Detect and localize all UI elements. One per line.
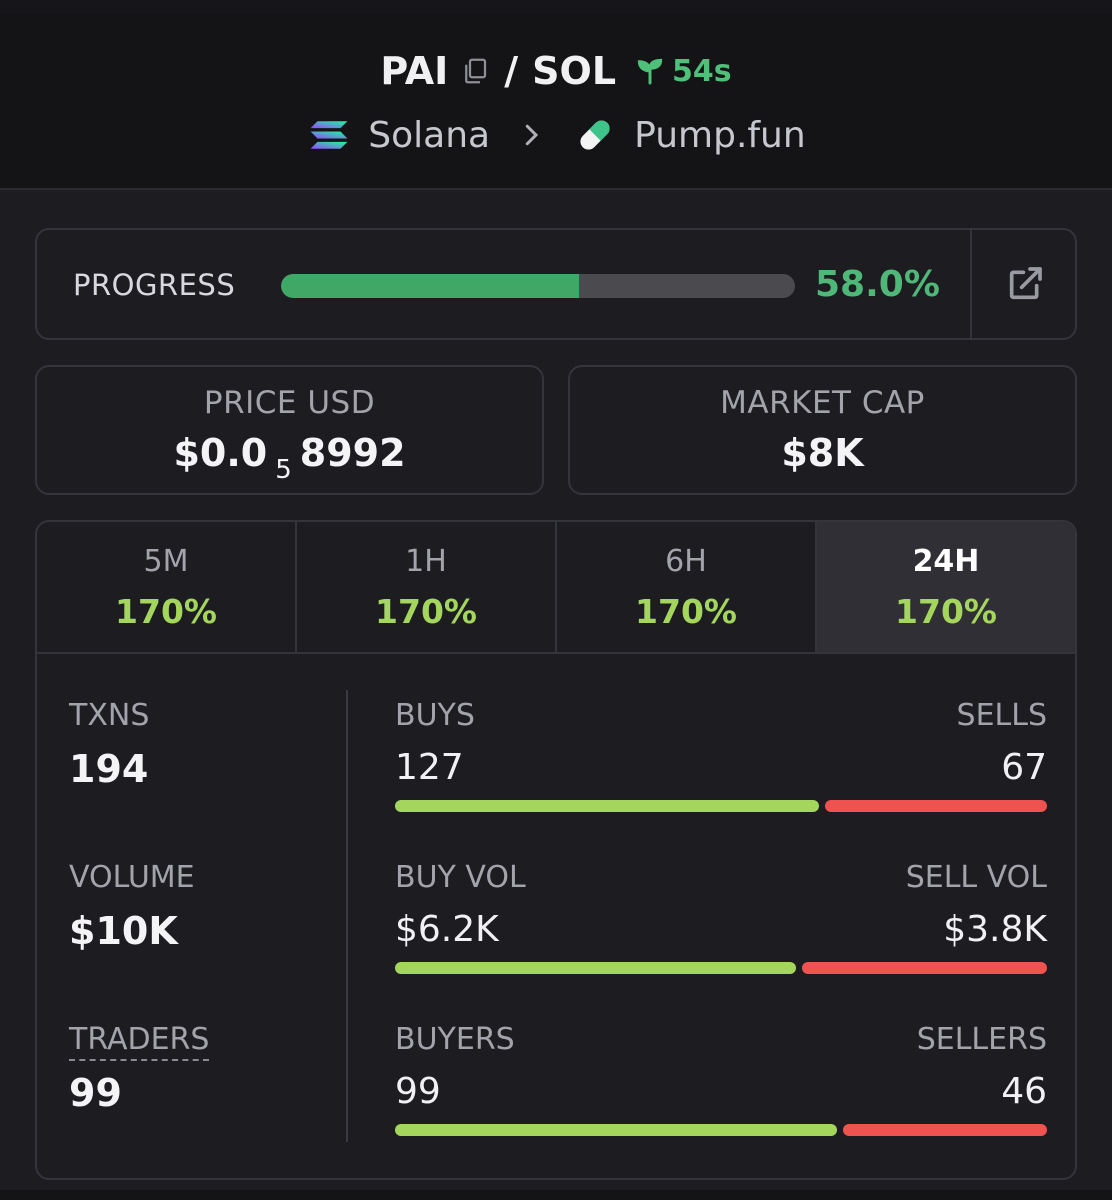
progress-bar-fill bbox=[281, 274, 580, 298]
price-suffix: 8992 bbox=[299, 431, 406, 475]
traders-label[interactable]: TRADERS bbox=[69, 1022, 210, 1061]
buy-sell-volume-split: BUY VOL SELL VOL $6.2K $3.8K bbox=[395, 860, 1047, 974]
progress-percent: 58.0% bbox=[815, 264, 940, 305]
buyers-bar bbox=[395, 1124, 837, 1136]
external-link-icon bbox=[1009, 267, 1042, 300]
price-zero-count: 5 bbox=[275, 455, 292, 485]
sprout-icon bbox=[637, 58, 663, 85]
trading-stats-card: 5M 170% 1H 170% 6H 170% 24H 170% TXNS 19… bbox=[35, 520, 1077, 1180]
tab-change: 170% bbox=[115, 592, 217, 631]
tab-label: 24H bbox=[912, 544, 980, 579]
stats-divider bbox=[346, 690, 348, 1142]
tab-change: 170% bbox=[375, 592, 477, 631]
sell-vol-bar bbox=[802, 962, 1047, 974]
progress-divider bbox=[970, 230, 972, 338]
market-cap-label: MARKET CAP bbox=[720, 385, 925, 421]
tab-24h[interactable]: 24H 170% bbox=[817, 522, 1075, 652]
buyers-sellers-split: BUYERS SELLERS 99 46 bbox=[395, 1022, 1047, 1136]
traders-metric: TRADERS 99 bbox=[69, 1022, 210, 1115]
volume-label: VOLUME bbox=[69, 860, 195, 895]
sellers-value: 46 bbox=[1001, 1071, 1047, 1112]
pair-age: 54s bbox=[672, 53, 732, 89]
market-cap-value: $8K bbox=[781, 431, 864, 475]
tab-change: 170% bbox=[895, 592, 997, 631]
buyers-sellers-ratio-bar bbox=[395, 1124, 1047, 1136]
pair-header: PAI / SOL 54s So bbox=[0, 14, 1112, 190]
sell-vol-label: SELL VOL bbox=[905, 860, 1047, 895]
txns-value: 194 bbox=[69, 747, 149, 791]
tab-label: 6H bbox=[665, 544, 707, 579]
tab-6h[interactable]: 6H 170% bbox=[557, 522, 817, 652]
chain-link[interactable]: Solana bbox=[368, 114, 491, 156]
tab-change: 170% bbox=[635, 592, 737, 631]
buys-sells-ratio-bar bbox=[395, 800, 1047, 812]
solana-icon bbox=[310, 121, 348, 149]
progress-bar bbox=[281, 274, 795, 298]
buy-vol-value: $6.2K bbox=[395, 909, 499, 950]
sell-vol-value: $3.8K bbox=[943, 909, 1047, 950]
buys-bar bbox=[395, 800, 819, 812]
buys-sells-split: BUYS SELLS 127 67 bbox=[395, 698, 1047, 812]
pair-separator: / bbox=[504, 49, 519, 93]
buys-label: BUYS bbox=[395, 698, 475, 733]
progress-label: PROGRESS bbox=[73, 268, 236, 302]
bottom-strip bbox=[0, 1190, 1112, 1200]
volume-value: $10K bbox=[69, 909, 178, 953]
buy-vol-label: BUY VOL bbox=[395, 860, 526, 895]
price-usd-card: PRICE USD $0.0 5 8992 bbox=[35, 365, 544, 495]
sells-label: SELLS bbox=[956, 698, 1047, 733]
buyers-label: BUYERS bbox=[395, 1022, 515, 1057]
open-external-button[interactable] bbox=[972, 230, 1077, 338]
buyers-value: 99 bbox=[395, 1071, 441, 1112]
price-prefix: $0.0 bbox=[173, 431, 268, 475]
buy-sell-volume-ratio-bar bbox=[395, 962, 1047, 974]
age-badge: 54s bbox=[634, 54, 732, 89]
bonding-progress-card: PROGRESS 58.0% bbox=[35, 228, 1077, 340]
price-usd-value: $0.0 5 8992 bbox=[37, 431, 542, 485]
buy-vol-bar bbox=[395, 962, 796, 974]
tab-label: 1H bbox=[405, 544, 447, 579]
base-symbol: PAI bbox=[380, 49, 449, 93]
top-strip bbox=[0, 0, 1112, 14]
tab-label: 5M bbox=[143, 544, 189, 579]
traders-value: 99 bbox=[69, 1071, 122, 1115]
pill-icon bbox=[580, 120, 610, 150]
buys-value: 127 bbox=[395, 747, 464, 788]
chevron-right-icon bbox=[525, 124, 539, 146]
sells-value: 67 bbox=[1001, 747, 1047, 788]
tab-5m[interactable]: 5M 170% bbox=[37, 522, 297, 652]
copy-icon[interactable] bbox=[460, 56, 490, 86]
tab-1h[interactable]: 1H 170% bbox=[297, 522, 557, 652]
quote-symbol: SOL bbox=[532, 49, 617, 93]
price-usd-label: PRICE USD bbox=[203, 385, 376, 421]
chain-breadcrumb: Solana Pump.fun bbox=[0, 110, 1112, 160]
txns-label: TXNS bbox=[69, 698, 150, 733]
txns-metric: TXNS 194 bbox=[69, 698, 149, 791]
sells-bar bbox=[825, 800, 1047, 812]
sellers-bar bbox=[843, 1124, 1047, 1136]
market-cap-card: MARKET CAP $8K bbox=[568, 365, 1077, 495]
timeframe-tabs: 5M 170% 1H 170% 6H 170% 24H 170% bbox=[37, 522, 1075, 654]
sellers-label: SELLERS bbox=[916, 1022, 1047, 1057]
volume-metric: VOLUME $10K bbox=[69, 860, 195, 953]
dex-link[interactable]: Pump.fun bbox=[634, 114, 806, 156]
pair-title: PAI / SOL 54s bbox=[0, 46, 1112, 96]
